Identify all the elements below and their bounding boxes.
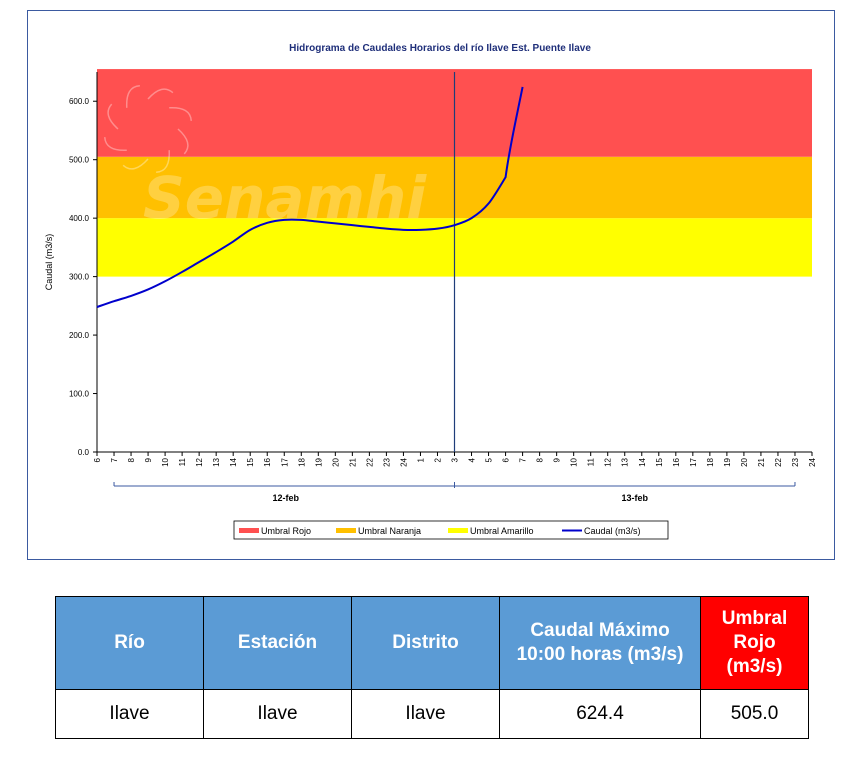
cell-caudal-maximo: 624.4 <box>499 689 701 739</box>
x-tick-label: 19 <box>314 457 323 466</box>
cell-umbral-rojo: 505.0 <box>700 689 809 739</box>
watermark-text: Senamhi <box>143 164 427 232</box>
summary-table: Río Estación Distrito Caudal Máximo 10:0… <box>55 596 809 739</box>
x-tick-label: 15 <box>655 457 664 466</box>
y-tick-label: 400.0 <box>69 214 90 223</box>
x-tick-label: 10 <box>570 457 579 466</box>
x-tick-label: 6 <box>502 457 511 462</box>
x-tick-label: 12 <box>604 457 613 466</box>
x-tick-label: 13 <box>621 457 630 466</box>
x-tick-label: 20 <box>331 457 340 466</box>
legend-swatch <box>239 528 259 533</box>
x-tick-label: 19 <box>723 457 732 466</box>
x-tick-label: 18 <box>706 457 715 466</box>
y-tick-label: 200.0 <box>69 331 90 340</box>
header-umbral-rojo: Umbral Rojo (m3/s) <box>700 596 809 690</box>
x-tick-label: 7 <box>519 457 528 462</box>
legend: Umbral Rojo Umbral Naranja Umbral Amarillo… <box>233 520 669 540</box>
x-tick-label: 4 <box>468 457 477 462</box>
header-caudal-maximo: Caudal Máximo 10:00 horas (m3/s) <box>499 596 701 690</box>
legend-label: Caudal (m3/s) <box>584 526 641 536</box>
x-tick-label: 8 <box>536 457 545 462</box>
day-label: 13-feb <box>621 493 648 503</box>
legend-label: Umbral Rojo <box>261 526 311 536</box>
y-tick-label: 300.0 <box>69 273 90 282</box>
legend-swatch <box>336 528 356 533</box>
x-tick-label: 22 <box>774 457 783 466</box>
legend-label: Umbral Amarillo <box>470 526 534 536</box>
x-tick-label: 16 <box>672 457 681 466</box>
table-header-row: Río Estación Distrito Caudal Máximo 10:0… <box>55 596 809 690</box>
y-tick-label: 600.0 <box>69 97 90 106</box>
legend-swatch <box>448 528 468 533</box>
x-tick-label: 14 <box>229 457 238 466</box>
x-tick-label: 18 <box>297 457 306 466</box>
table-row: Ilave Ilave Ilave 624.4 505.0 <box>55 689 809 739</box>
x-tick-label: 24 <box>808 457 817 466</box>
x-tick-label: 17 <box>280 457 289 466</box>
x-tick-label: 2 <box>433 457 442 462</box>
x-tick-label: 3 <box>451 457 460 462</box>
x-tick-label: 21 <box>348 457 357 466</box>
x-tick-label: 5 <box>485 457 494 462</box>
x-tick-label: 13 <box>212 457 221 466</box>
header-distrito: Distrito <box>351 596 500 690</box>
cell-rio: Ilave <box>55 689 204 739</box>
header-estacion: Estación <box>203 596 352 690</box>
y-tick-label: 500.0 <box>69 156 90 165</box>
legend-label: Umbral Naranja <box>358 526 421 536</box>
x-tick-label: 1 <box>416 457 425 462</box>
x-tick-label: 11 <box>587 457 596 466</box>
x-tick-label: 17 <box>689 457 698 466</box>
hydrograph-chart: Hidrograma de Caudales Horarios del río … <box>44 43 817 540</box>
chart-frame: Hidrograma de Caudales Horarios del río … <box>27 10 835 560</box>
x-tick-label: 22 <box>365 457 374 466</box>
x-tick-label: 9 <box>553 457 562 462</box>
day-label: 12-feb <box>272 493 299 503</box>
y-tick-label: 100.0 <box>69 390 90 399</box>
x-tick-label: 6 <box>93 457 102 462</box>
x-tick-label: 24 <box>399 457 408 466</box>
x-tick-label: 23 <box>791 457 800 466</box>
x-tick-label: 12 <box>195 457 204 466</box>
x-tick-label: 8 <box>127 457 136 462</box>
y-tick-label: 0.0 <box>78 448 90 457</box>
chart-title: Hidrograma de Caudales Horarios del río … <box>289 43 591 54</box>
x-tick-label: 9 <box>144 457 153 462</box>
cell-estacion: Ilave <box>203 689 352 739</box>
x-tick-label: 20 <box>740 457 749 466</box>
cell-distrito: Ilave <box>351 689 500 739</box>
y-axis-label: Caudal (m3/s) <box>44 234 54 291</box>
x-tick-label: 14 <box>638 457 647 466</box>
x-tick-label: 23 <box>382 457 391 466</box>
header-rio: Río <box>55 596 204 690</box>
series-line-caudal <box>96 86 524 308</box>
x-tick-label: 16 <box>263 457 272 466</box>
watermark-sun-icon <box>104 85 192 173</box>
x-tick-label: 10 <box>161 457 170 466</box>
x-tick-label: 15 <box>246 457 255 466</box>
x-tick-label: 7 <box>110 457 119 462</box>
x-tick-label: 11 <box>178 457 187 466</box>
x-tick-label: 21 <box>757 457 766 466</box>
